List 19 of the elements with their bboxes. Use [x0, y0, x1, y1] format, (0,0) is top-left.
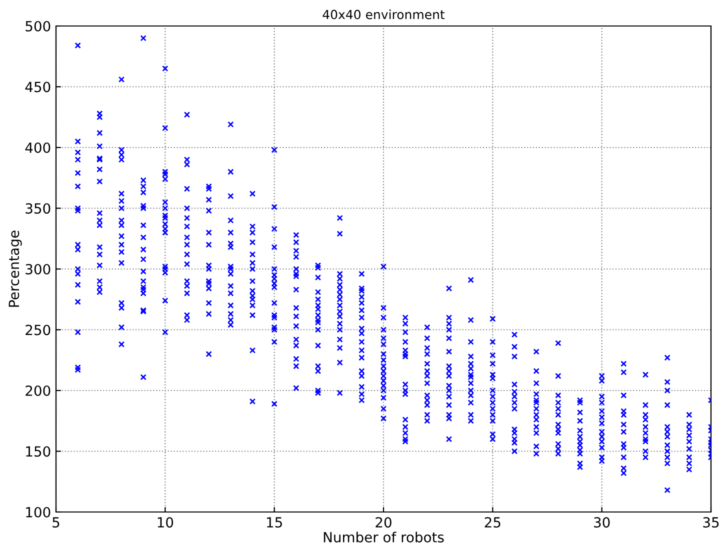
x-tick-label: 15: [267, 517, 282, 528]
y-tick-label: 400: [25, 142, 50, 153]
x-tick-label: 30: [594, 517, 610, 528]
y-tick-label: 350: [26, 203, 50, 214]
y-tick-label: 300: [26, 264, 50, 274]
y-tick-label: 200: [26, 385, 50, 396]
y-axis-title: Percentage: [8, 230, 22, 307]
x-tick-label: 20: [376, 517, 392, 528]
x-tick-label: 25: [484, 517, 500, 528]
y-tick-label: 150: [26, 446, 50, 457]
chart-title: 40x40 environment: [322, 10, 445, 20]
x-tick-label: 5: [52, 517, 60, 528]
y-tick-label: 450: [25, 82, 50, 92]
y-tick-label: 250: [26, 324, 50, 336]
y-tick-label: 500: [26, 20, 50, 32]
x-tick-label: 10: [158, 517, 174, 528]
x-tick-label: 35: [703, 517, 719, 528]
x-axis-title: Number of robots: [324, 532, 444, 542]
y-tick-label: 100: [26, 506, 50, 518]
